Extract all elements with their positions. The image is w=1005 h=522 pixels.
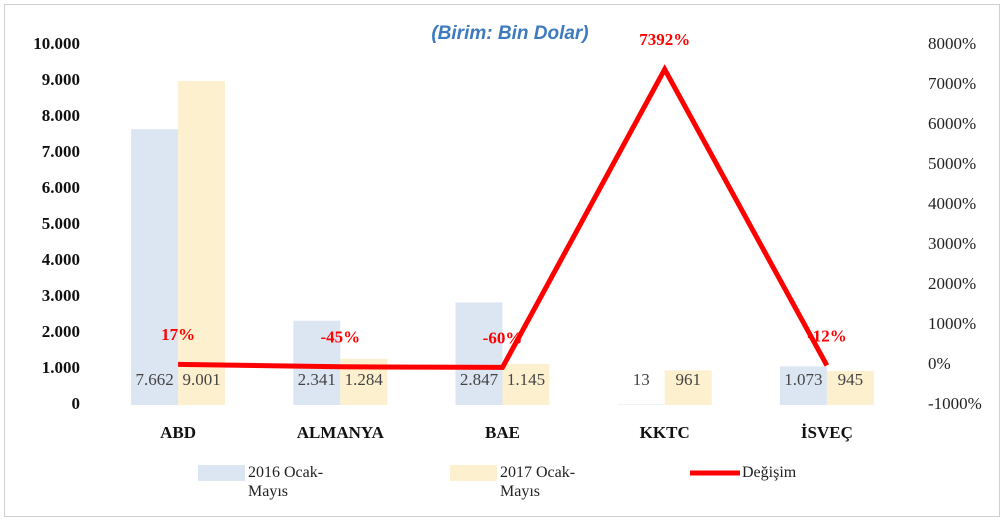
data-label: 7.662 [135,370,173,389]
legend-swatch [198,465,245,481]
y-tick-label: 0 [72,394,81,413]
bar [455,302,503,405]
x-tick-label: ALMANYA [297,423,385,442]
y-tick-label: 2.000 [42,322,80,341]
data-label: 1.284 [345,370,384,389]
y2-tick-label: 1000% [928,314,976,333]
line-label: -12% [807,326,847,345]
bar [293,320,341,405]
y-tick-label: 1.000 [42,358,80,377]
y-tick-label: 3.000 [42,286,80,305]
y2-tick-label: 4000% [928,194,976,213]
legend-label: 2017 Ocak-Mayıs [500,464,576,500]
data-label: 13 [633,370,650,389]
y-tick-label: 9.000 [42,70,80,89]
chart-title: (Birim: Bin Dolar) [431,23,588,44]
data-label: 9.001 [182,370,220,389]
bar [664,370,712,405]
legend-label: Değişim [742,464,797,481]
y2-tick-label: 6000% [928,114,976,133]
line-label: 17% [161,325,195,344]
legend-swatch [450,465,497,481]
y2-tick-label: 8000% [928,34,976,53]
bar [178,80,226,406]
bar [826,370,874,405]
data-label: 2.341 [298,370,336,389]
data-label: 1.145 [507,370,545,389]
data-label: 1.073 [784,370,822,389]
y2-tick-label: 3000% [928,234,976,253]
y-tick-label: 4.000 [42,250,80,269]
bar [502,363,550,405]
y-tick-label: 8.000 [42,106,80,125]
y2-tick-label: 0% [928,354,951,373]
y-tick-label: 5.000 [42,214,80,233]
y2-tick-label: 5000% [928,154,976,173]
data-label: 961 [675,370,701,389]
bar [131,129,179,405]
line-label: -60% [483,328,523,347]
line-label: -45% [320,328,360,347]
data-label: 945 [838,370,864,389]
legend-label: 2016 Ocak-Mayıs [248,464,324,500]
y2-tick-label: 7000% [928,74,976,93]
x-tick-label: İSVEÇ [801,423,853,442]
y2-tick-label: -1000% [928,394,982,413]
y-tick-label: 10.000 [33,34,80,53]
line-label: 7392% [639,30,690,49]
bar [779,366,827,405]
y-tick-label: 6.000 [42,178,80,197]
x-tick-label: ABD [160,423,196,442]
x-tick-label: KKTC [640,423,690,442]
x-tick-label: BAE [485,423,520,442]
y2-tick-label: 2000% [928,274,976,293]
y-tick-label: 7.000 [42,142,80,161]
line [178,64,830,370]
data-label: 2.847 [460,370,499,389]
